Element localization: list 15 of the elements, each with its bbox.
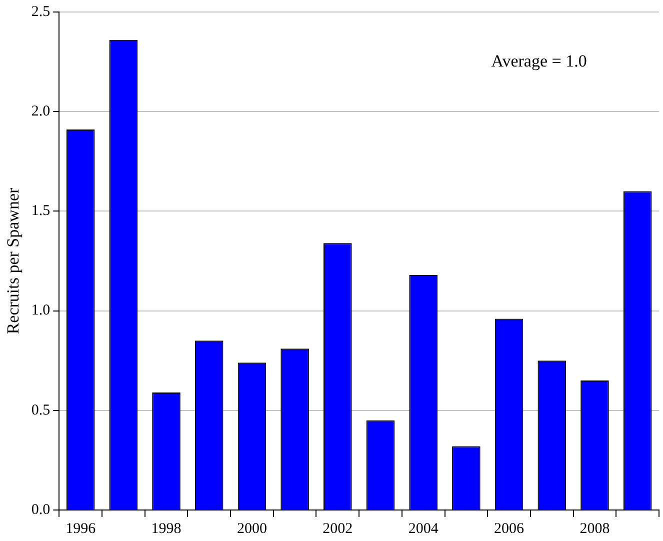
x-tick-label: 2008 [580,520,610,537]
x-tick-label: 2004 [408,520,439,537]
x-tick-label: 2000 [236,520,267,537]
y-tick-label: 1.0 [31,302,50,319]
y-tick-label: 0.0 [31,502,50,518]
y-tick-label: 1.5 [31,203,50,220]
x-tick-label: 2002 [322,520,353,537]
y-tick-label: 2.5 [31,4,50,20]
y-axis-title: Recruits per Spawner [4,187,23,334]
y-tick-label: 2.0 [31,104,50,120]
x-tick-label: 2006 [494,520,525,537]
x-tick-label: 1998 [151,520,182,537]
annotation: Average = 1.0 [491,51,587,70]
x-tick-label: 1996 [66,520,96,537]
y-tick-label: 0.5 [31,402,50,418]
